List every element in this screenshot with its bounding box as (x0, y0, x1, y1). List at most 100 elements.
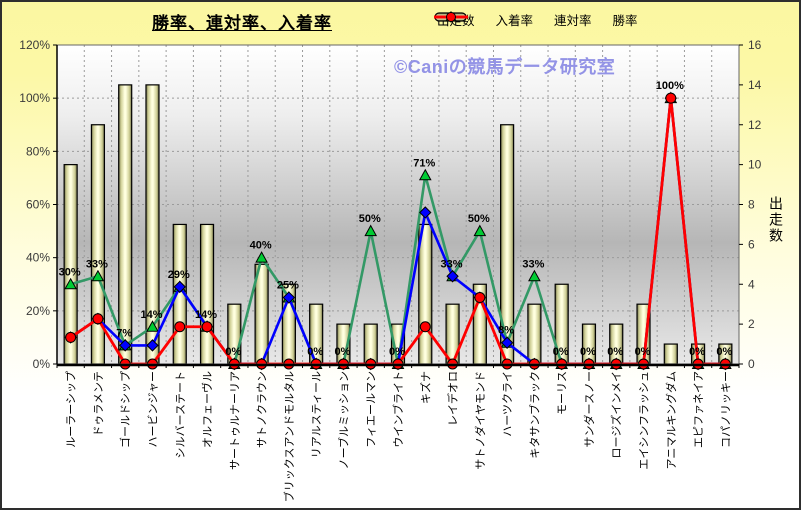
legend: 出走数 入着率 連対率 勝率 (434, 10, 638, 29)
data-label: 29% (168, 269, 190, 281)
data-label: 33% (86, 258, 108, 270)
data-label: 0% (225, 346, 241, 358)
right-axis-tick-label: 4 (748, 277, 755, 291)
data-label: 0% (716, 346, 732, 358)
category-label: ハーツクライ (501, 371, 514, 437)
right-axis-tick-label: 14 (748, 78, 762, 92)
quinella-rate-marker (118, 339, 132, 352)
data-label: 50% (359, 213, 381, 225)
category-label: ゴールドシップ (118, 371, 132, 448)
data-label: 0% (334, 346, 350, 358)
category-label: リアルスティール (311, 371, 323, 458)
quinella-rate-marker (446, 270, 459, 283)
data-label: 33% (522, 258, 544, 270)
data-label: 14% (140, 309, 162, 321)
win-rate-marker (92, 313, 104, 325)
category-label: アニマルキングダム (664, 371, 678, 469)
category-label: サンダースノー (582, 371, 596, 447)
legend-label: 勝率 (612, 14, 638, 28)
quinella-rate-marker (500, 336, 514, 349)
win-rate-marker (419, 321, 431, 333)
category-label: ルーラーシップ (65, 371, 78, 448)
data-label: 8% (498, 325, 514, 337)
data-label: 0% (389, 346, 405, 358)
place-rate-marker (364, 224, 378, 237)
data-label: 30% (59, 266, 81, 278)
left-axis-tick-label: 100% (19, 91, 50, 105)
category-label: サトノクラウン (256, 371, 269, 448)
category-label: ハービンジャー (146, 371, 159, 447)
bar-starts (527, 303, 542, 365)
category-label: ドゥラメンテ (93, 371, 105, 437)
quinella-rate-marker (173, 280, 186, 294)
category-label: ロージズインメイ (609, 371, 623, 458)
bar-starts (418, 223, 433, 365)
bar-starts (663, 343, 678, 365)
category-label: エイシンフラッシュ (639, 371, 651, 470)
legend-item-win-rate: 勝率 (434, 10, 638, 29)
chart-title: 勝率、連対率、入着率 (152, 14, 332, 33)
watermark: ©Caniの競馬データ研究室 (394, 57, 616, 77)
x-axis-labels: ルーラーシップ ドゥラメンテ ゴールドシップ ハービンジャー シルバーステート オルフェー… (65, 371, 733, 502)
bar-starts (199, 223, 215, 365)
category-label: コパノリッキー (719, 371, 732, 448)
right-axis-tick-label: 12 (748, 118, 762, 132)
category-label: キズナ (418, 371, 432, 404)
data-label: 0% (307, 346, 323, 358)
data-label: 14% (195, 309, 217, 321)
legend-label: 連対率 (554, 14, 592, 28)
win-rate-marker (474, 292, 486, 304)
axis-ticks (53, 44, 743, 368)
category-label: キタサンブラック (527, 371, 541, 459)
data-label: 40% (250, 240, 272, 252)
data-label: 0% (635, 346, 651, 358)
place-rate-marker (91, 269, 105, 282)
category-label: ウインブライト (391, 371, 405, 448)
category-label: ノーブルミッション (336, 371, 350, 469)
left-axis-tick-label: 80% (26, 144, 50, 158)
data-label: 7% (116, 327, 132, 339)
right-axis-tick-label: 2 (748, 317, 755, 331)
category-label: サートゥルナーリア (228, 371, 241, 470)
category-label: ブリックスアンドモルタル (282, 371, 296, 502)
category-label: レイデオロ (446, 371, 460, 426)
data-label: 100% (656, 80, 684, 92)
data-label: 0% (607, 346, 623, 358)
category-label: オルフェーヴル (200, 371, 214, 448)
win-rate-marker (174, 321, 186, 333)
right-axis-tick-label: 10 (748, 158, 762, 172)
legend-label: 入着率 (495, 14, 534, 28)
data-labels: 30% 33% 7% 14% 29% 14% 0% 40% 25% 0% 0% 50% 0% 71% 33%… (59, 80, 733, 358)
bar-starts (118, 84, 133, 365)
right-axis-tick-label: 8 (748, 198, 755, 212)
win-rate-marker (65, 331, 77, 343)
left-axis-tick-label: 60% (26, 198, 50, 212)
quinella-rate-marker (146, 339, 159, 352)
left-axis-tick-label: 20% (26, 304, 50, 318)
data-label: 0% (553, 346, 569, 358)
place-rate-marker (146, 320, 159, 332)
left-axis-tick-label: 40% (26, 251, 50, 265)
right-axis-tick-label: 0 (748, 357, 755, 371)
right-axis-title: 出走数 (768, 196, 784, 244)
category-label: エピファネイア (692, 371, 705, 448)
category-label: サトノダイヤモンド (473, 371, 487, 470)
data-label: 25% (277, 280, 299, 292)
win-rate-marker (201, 321, 213, 333)
category-label: フィエールマン (366, 371, 378, 448)
data-label: 0% (689, 346, 705, 358)
win-rate-marker (665, 92, 677, 104)
quinella-rate-marker (282, 291, 296, 304)
place-rate-marker (255, 251, 268, 263)
data-label: 33% (441, 258, 463, 270)
left-axis-tick-label: 120% (19, 38, 50, 52)
left-axis-tick-label: 0% (33, 357, 51, 371)
place-rate-marker (473, 224, 487, 237)
category-label: シルバーステート (174, 371, 187, 458)
data-label: 71% (413, 157, 435, 169)
place-rate-marker (528, 269, 541, 282)
place-rate-marker (418, 168, 432, 181)
category-label: モーリス (557, 371, 569, 415)
